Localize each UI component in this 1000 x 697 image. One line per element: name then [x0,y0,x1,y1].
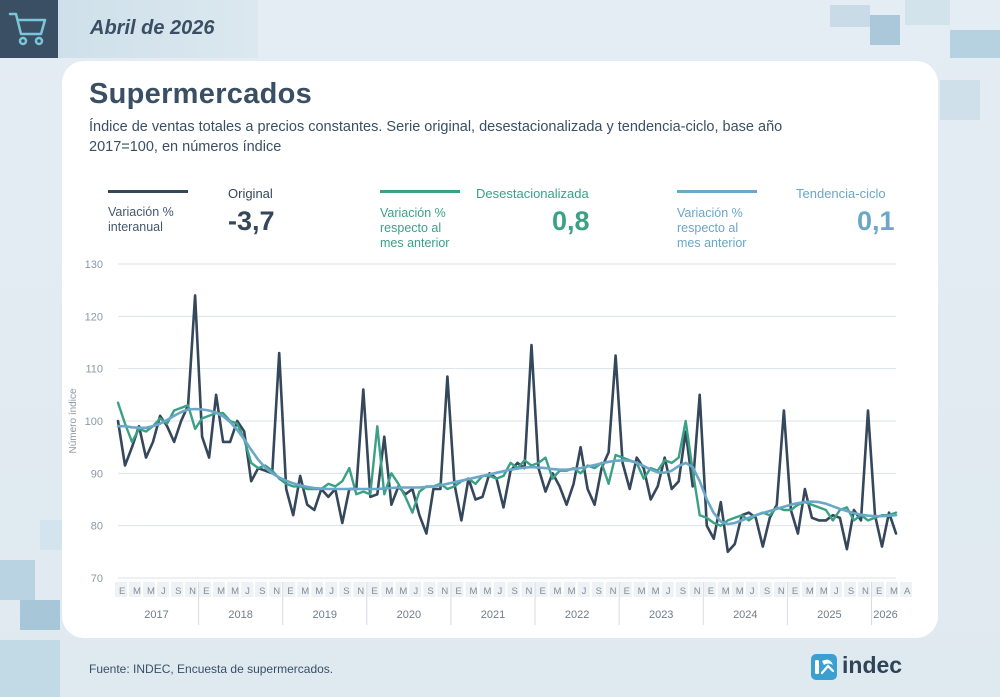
legend-name-tendencia: Tendencia-ciclo [796,186,886,201]
decorative-tile [870,15,900,45]
decorative-tile [830,5,870,27]
legend-name-desest: Desestacionalizada [476,186,589,201]
legend-desc-desest: Variación % respecto al mes anterior [380,206,450,250]
legend-line-desest [380,190,460,193]
logo-text: indec [842,652,903,678]
legend-name-original: Original [228,186,273,201]
page-title: Supermercados [89,78,313,110]
legend-value-original: -3,7 [228,206,275,236]
legend-line-tendencia [677,190,757,193]
shopping-cart-icon [8,12,47,46]
header-strip [58,0,258,58]
decorative-tile [0,640,60,697]
legend-value-desest: 0,8 [552,206,590,236]
legend-line-original [108,190,188,193]
decorative-tile [20,600,60,630]
indec-logo-icon [811,654,837,680]
page-subtitle: Índice de ventas totales a precios const… [89,119,783,155]
decorative-tile [950,30,1000,58]
source-note: Fuente: INDEC, Encuesta de supermercados… [89,662,334,676]
report-date: Abril de 2026 [90,17,215,39]
decorative-tile [940,80,980,120]
legend-desc-original: Variación % interanual [108,205,174,234]
decorative-tile [905,0,950,25]
decorative-tile [40,520,62,550]
legend-desc-tendencia: Variación % respecto al mes anterior [677,206,747,250]
legend-value-tendencia: 0,1 [857,206,895,236]
decorative-tile [0,560,35,600]
cart-icon-box [0,0,58,58]
